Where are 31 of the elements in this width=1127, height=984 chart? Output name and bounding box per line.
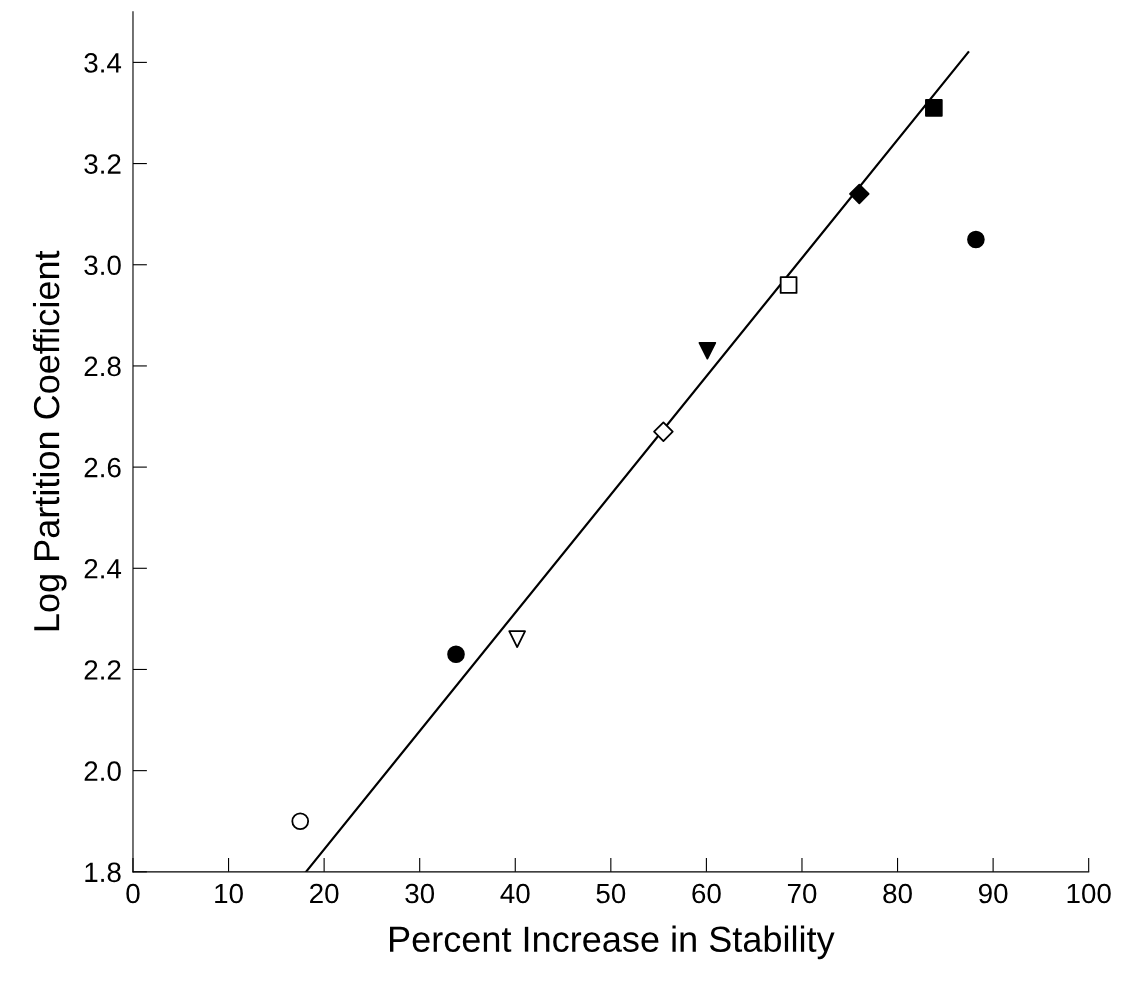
point [291,812,310,831]
x-tick-label: 60 [692,883,721,904]
x-tick-label: 10 [215,883,243,904]
y-tick-label: 1.8 [85,862,121,883]
x-tick-label: 0 [126,883,140,904]
y-tick-label: 2.2 [84,660,121,680]
x-tick-label: 40 [500,883,530,904]
x-tick-label: 70 [787,883,817,904]
y-tick-label: 2.0 [84,761,121,781]
point [967,230,985,249]
y-tick-label: 3.0 [84,255,121,276]
point [653,421,674,442]
x-tick-label: 90 [978,883,1008,904]
x-tick-label: 80 [883,883,912,904]
point [698,341,717,360]
x-tick-label: 100 [1067,883,1111,904]
y-axis-title: Log Partition Coefficient [32,250,67,631]
y-tick-label: 2.8 [84,356,121,377]
x-tick-label: 20 [310,883,339,904]
y-tick-label: 2.4 [84,558,122,579]
x-tick-label: 50 [596,883,626,904]
y-tick-label: 3.4 [84,53,122,73]
point [779,276,798,294]
x-axis-title: Percent Increase in Stability [390,925,835,960]
y-tick-label: 3.2 [84,154,121,174]
x-tick-label: 30 [405,883,435,904]
point [925,99,943,117]
y-tick-label: 2.6 [84,457,121,478]
point [447,645,465,664]
point [508,630,526,648]
point [849,183,870,205]
